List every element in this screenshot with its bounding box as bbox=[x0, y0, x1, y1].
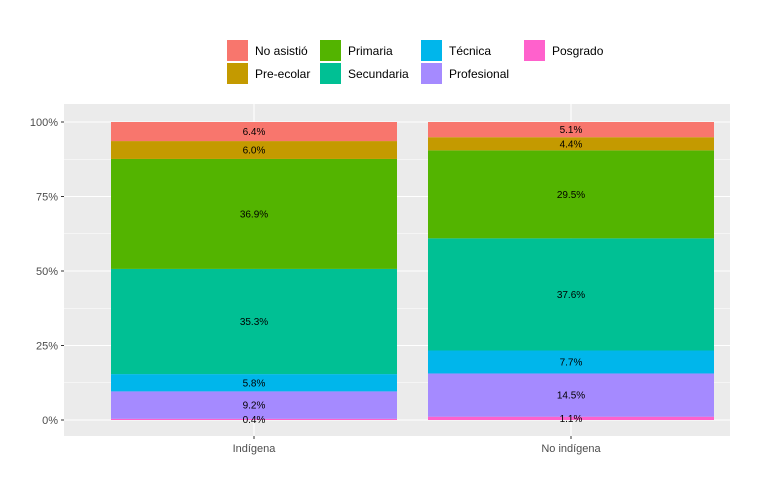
legend: No asistió Pre-ecolar Primaria Secundaria Té… bbox=[227, 40, 604, 84]
x-tick-label: Indígena bbox=[233, 443, 277, 455]
bar-segment-posgrado-no-indigena bbox=[428, 416, 714, 420]
bar-segment-tecnica-no-indigena bbox=[428, 350, 714, 374]
data-label: 29.5% bbox=[557, 190, 585, 201]
data-label: 0.4% bbox=[243, 415, 266, 426]
legend-label-secundaria: Secundaria bbox=[348, 67, 409, 81]
legend-label-no-asistio: No asistió bbox=[255, 44, 308, 58]
legend-key-pre-ecolar bbox=[227, 63, 248, 84]
bar-segment-posgrado-indigena bbox=[111, 418, 397, 420]
bar-segment-profesional-indigena bbox=[111, 391, 397, 419]
y-axis: 0% 25% 50% 75% 100% bbox=[30, 117, 64, 427]
x-axis: Indígena No indígena bbox=[233, 436, 602, 455]
bar-segment-no-asistio-no-indigena bbox=[428, 122, 714, 138]
bar-segment-tecnica-indigena bbox=[111, 374, 397, 392]
bars bbox=[111, 122, 714, 420]
data-label: 36.9% bbox=[240, 209, 268, 220]
y-tick-label: 75% bbox=[36, 192, 58, 204]
data-label: 4.4% bbox=[560, 139, 583, 150]
data-label: 6.0% bbox=[243, 146, 266, 157]
legend-key-tecnica bbox=[421, 40, 442, 61]
data-label: 1.1% bbox=[560, 414, 583, 425]
legend-key-no-asistio bbox=[227, 40, 248, 61]
bar-segment-primaria-no-indigena bbox=[428, 150, 714, 239]
legend-label-posgrado: Posgrado bbox=[552, 44, 604, 58]
bar-segment-secundaria-no-indigena bbox=[428, 238, 714, 351]
y-tick-label: 100% bbox=[30, 117, 58, 129]
bar-segment-profesional-no-indigena bbox=[428, 373, 714, 417]
legend-key-posgrado bbox=[524, 40, 545, 61]
bar-segment-primaria-indigena bbox=[111, 158, 397, 269]
data-label: 35.3% bbox=[240, 317, 268, 328]
legend-label-profesional: Profesional bbox=[449, 67, 509, 81]
x-tick-label: No indígena bbox=[541, 443, 601, 455]
legend-key-secundaria bbox=[320, 63, 341, 84]
data-label: 5.1% bbox=[560, 125, 583, 136]
legend-label-pre-ecolar: Pre-ecolar bbox=[255, 67, 310, 81]
data-labels: 0.4% 9.2% 5.8% 35.3% 36.9% 6.0% 6.4% 1.1% 14.5% 7… bbox=[240, 125, 585, 426]
bar-segment-no-asistio-indigena bbox=[111, 122, 397, 142]
bar-segment-secundaria-indigena bbox=[111, 268, 397, 375]
data-label: 6.4% bbox=[243, 127, 266, 138]
bar-segment-pre-ecolar-no-indigena bbox=[428, 137, 714, 151]
data-label: 7.7% bbox=[560, 357, 583, 368]
data-label: 9.2% bbox=[243, 401, 266, 412]
legend-key-primaria bbox=[320, 40, 341, 61]
legend-label-primaria: Primaria bbox=[348, 44, 393, 58]
data-label: 37.6% bbox=[557, 290, 585, 301]
y-tick-label: 50% bbox=[36, 266, 58, 278]
bar-segment-pre-ecolar-indigena bbox=[111, 141, 397, 159]
data-label: 14.5% bbox=[557, 391, 585, 402]
legend-key-profesional bbox=[421, 63, 442, 84]
y-tick-label: 25% bbox=[36, 341, 58, 353]
legend-label-tecnica: Técnica bbox=[449, 44, 491, 58]
y-tick-label: 0% bbox=[42, 415, 58, 427]
data-label: 5.8% bbox=[243, 378, 266, 389]
